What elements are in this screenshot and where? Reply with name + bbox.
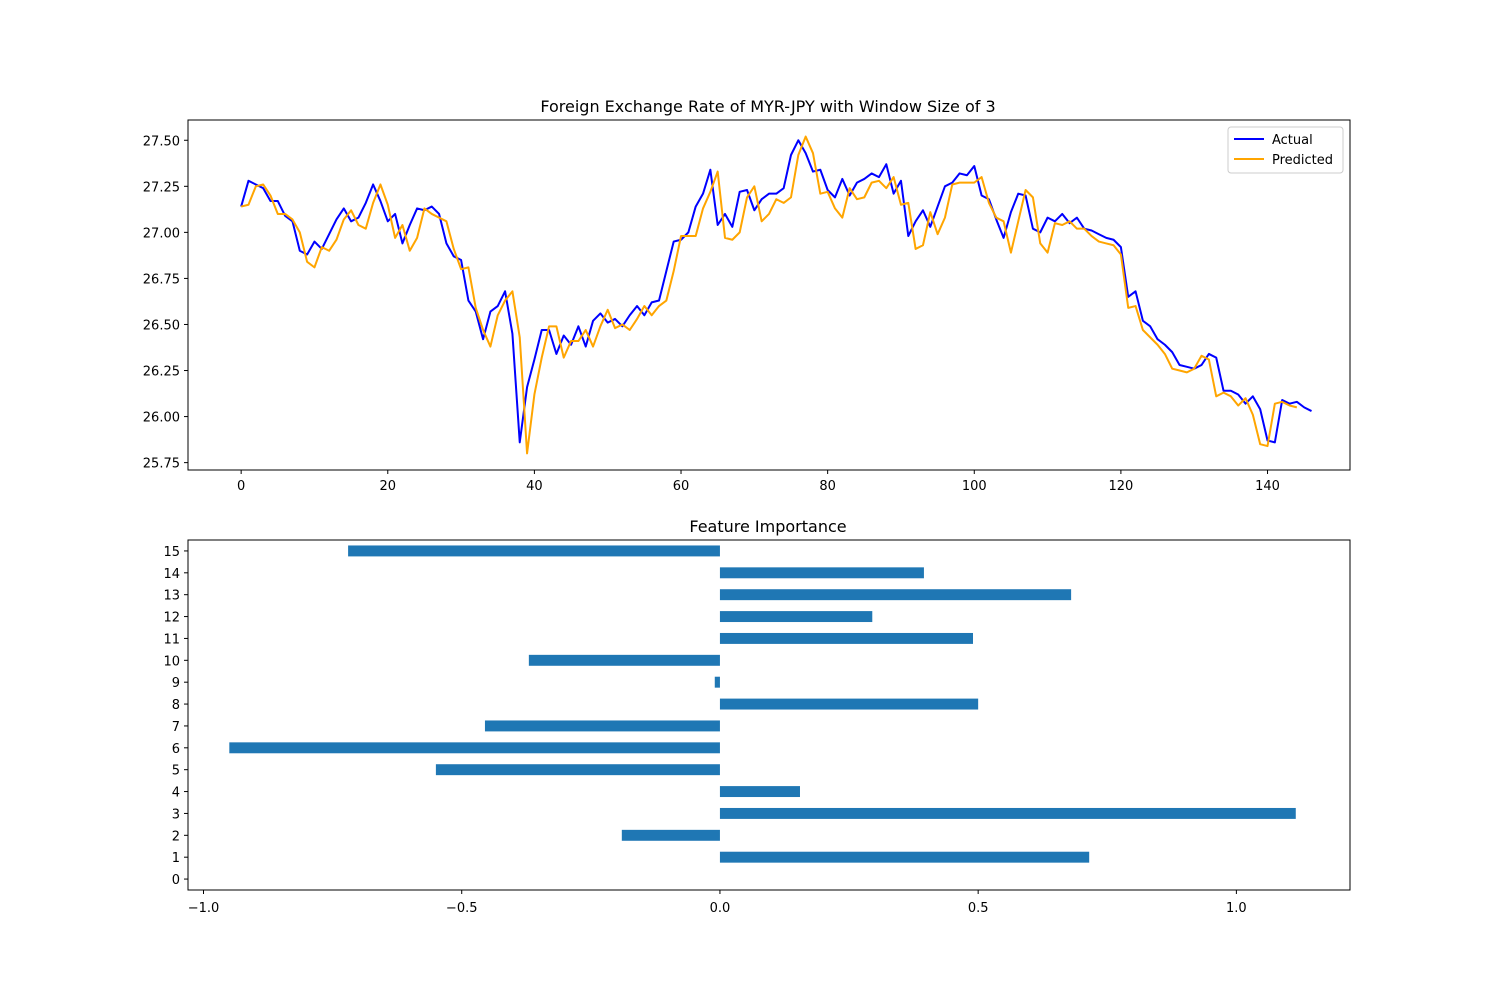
line-x-tick-label: 100 bbox=[962, 479, 987, 494]
feature-importance-bar-chart: Feature Importance 012345678910111213141… bbox=[163, 517, 1351, 916]
bar-y-tick-label: 1 bbox=[172, 851, 180, 866]
bar-y-tick-label: 13 bbox=[163, 589, 180, 604]
bar-feature-9 bbox=[714, 676, 720, 688]
line-y-tick-label: 26.75 bbox=[143, 272, 180, 287]
bar-y-tick-label: 7 bbox=[172, 720, 180, 735]
line-x-tick-label: 20 bbox=[380, 479, 397, 494]
bar-chart-title: Feature Importance bbox=[689, 517, 846, 536]
bar-feature-5 bbox=[435, 764, 720, 776]
bar-feature-11 bbox=[719, 632, 973, 644]
bar-chart-plot-frame bbox=[187, 539, 1351, 891]
bar-feature-10 bbox=[528, 654, 720, 666]
line-chart-x-axis: 0 20 40 60 80 100 120 140 bbox=[237, 470, 1280, 494]
line-y-tick-label: 26.25 bbox=[143, 365, 180, 380]
bar-chart-bars bbox=[229, 545, 1296, 863]
bar-feature-15 bbox=[348, 545, 720, 557]
line-y-tick-label: 26.50 bbox=[143, 318, 180, 333]
bar-feature-2 bbox=[621, 829, 720, 841]
line-chart-series-group bbox=[240, 135, 1312, 455]
line-x-tick-label: 120 bbox=[1108, 479, 1133, 494]
bar-feature-13 bbox=[719, 589, 1072, 601]
bar-y-tick-label: 0 bbox=[172, 873, 180, 888]
bar-feature-7 bbox=[484, 720, 720, 732]
bar-x-tick-label: 0.0 bbox=[710, 901, 731, 916]
bar-y-tick-label: 3 bbox=[172, 807, 180, 822]
bar-feature-1 bbox=[719, 851, 1090, 863]
series-line-predicted bbox=[240, 135, 1298, 455]
line-x-tick-label: 40 bbox=[526, 479, 543, 494]
bar-y-tick-label: 15 bbox=[163, 545, 180, 560]
bar-feature-3 bbox=[719, 807, 1296, 819]
bar-y-tick-label: 6 bbox=[172, 742, 180, 757]
line-chart-plot-frame bbox=[187, 119, 1351, 471]
line-chart-y-axis: 25.75 26.00 26.25 26.50 26.75 27.00 27.25 27.50 bbox=[143, 134, 188, 472]
bar-x-tick-label: −0.5 bbox=[446, 901, 478, 916]
legend-label-actual: Actual bbox=[1272, 133, 1313, 148]
bar-y-tick-label: 12 bbox=[163, 611, 180, 626]
bar-y-tick-label: 9 bbox=[172, 676, 180, 691]
exchange-rate-line-chart: Foreign Exchange Rate of MYR-JPY with Wi… bbox=[143, 97, 1351, 494]
line-chart-legend: Actual Predicted bbox=[1227, 126, 1344, 174]
bar-feature-14 bbox=[719, 567, 924, 579]
series-line-actual bbox=[240, 139, 1312, 444]
bar-feature-12 bbox=[719, 611, 873, 623]
bar-feature-8 bbox=[719, 698, 979, 710]
line-x-tick-label: 140 bbox=[1255, 479, 1280, 494]
bar-x-tick-label: −1.0 bbox=[188, 901, 220, 916]
bar-y-tick-label: 10 bbox=[163, 654, 180, 669]
line-y-tick-label: 27.00 bbox=[143, 226, 180, 241]
bar-y-tick-label: 2 bbox=[172, 829, 180, 844]
legend-label-predicted: Predicted bbox=[1272, 153, 1333, 168]
bar-y-tick-label: 4 bbox=[172, 786, 180, 801]
line-x-tick-label: 60 bbox=[673, 479, 690, 494]
bar-feature-6 bbox=[229, 742, 720, 754]
line-y-tick-label: 27.25 bbox=[143, 180, 180, 195]
line-y-tick-label: 25.75 bbox=[143, 457, 180, 472]
line-chart-title: Foreign Exchange Rate of MYR-JPY with Wi… bbox=[540, 97, 995, 116]
bar-feature-4 bbox=[719, 786, 800, 798]
bar-y-tick-label: 5 bbox=[172, 764, 180, 779]
bar-y-tick-label: 14 bbox=[163, 567, 180, 582]
bar-y-tick-label: 8 bbox=[172, 698, 180, 713]
line-x-tick-label: 80 bbox=[819, 479, 836, 494]
line-y-tick-label: 27.50 bbox=[143, 134, 180, 149]
line-x-tick-label: 0 bbox=[237, 479, 245, 494]
bar-x-tick-label: 1.0 bbox=[1226, 901, 1247, 916]
bar-chart-x-axis: −1.0 −0.5 0.0 0.5 1.0 bbox=[188, 890, 1247, 916]
bar-x-tick-label: 0.5 bbox=[968, 901, 989, 916]
line-y-tick-label: 26.00 bbox=[143, 411, 180, 426]
bar-y-tick-label: 11 bbox=[163, 632, 180, 647]
